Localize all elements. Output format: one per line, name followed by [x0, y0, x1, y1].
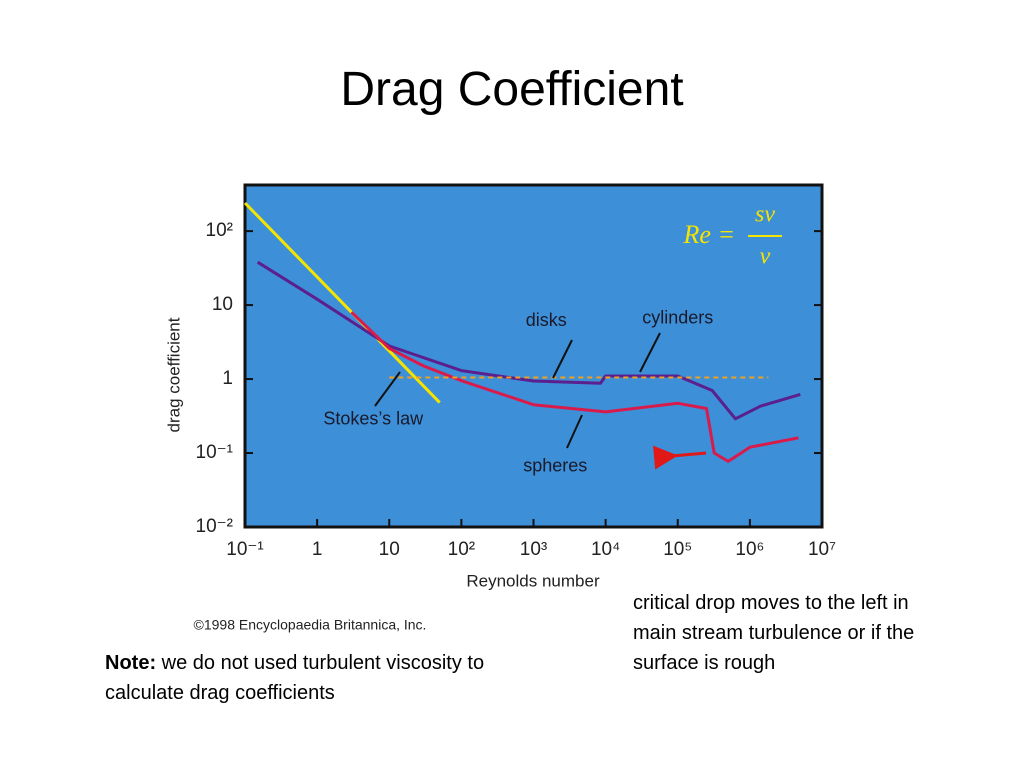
copyright: ©1998 Encyclopaedia Britannica, Inc. [194, 617, 427, 633]
annotation: cylinders [642, 308, 713, 328]
x-tick-label: 10⁴ [591, 539, 620, 560]
x-tick-label: 10⁶ [735, 539, 764, 560]
pointer [552, 339, 573, 379]
x-tick-label: 10⁵ [663, 539, 692, 560]
y-tick-label: 10⁻¹ [196, 442, 234, 463]
annotation: Stokes’s law [323, 409, 424, 429]
y-tick-label: 10 [212, 294, 233, 315]
note-text: we do not used turbulent viscosity to ca… [105, 652, 485, 704]
note: Note: we do not used turbulent viscosity… [105, 648, 525, 708]
slide-title: Drag Coefficient [340, 63, 684, 116]
y-tick-label: 10⁻² [196, 516, 234, 537]
x-tick-label: 10 [379, 539, 400, 560]
side-text: critical drop moves to the left in main … [633, 592, 915, 674]
pointer [566, 414, 583, 449]
x-tick-label: 10⁷ [808, 539, 836, 560]
pointer [639, 332, 661, 373]
critical-arrow [653, 445, 707, 470]
x-tick-label: 10² [448, 539, 475, 560]
series-line [350, 311, 799, 463]
y-tick-label: 10² [206, 220, 233, 241]
y-tick-label: 1 [222, 368, 233, 389]
note-label: Note: [105, 652, 157, 674]
x-tick-label: 1 [312, 539, 323, 560]
plot-area [243, 183, 824, 529]
formula-numerator: sv [755, 202, 775, 228]
formula-lhs: Re = [683, 220, 735, 249]
x-tick-label: 10³ [520, 539, 547, 560]
x-tick-label: 10⁻¹ [226, 539, 264, 560]
annotation: disks [526, 310, 567, 330]
annotation: spheres [523, 456, 587, 476]
x-axis-label: Reynolds number [466, 571, 600, 590]
pointer [374, 371, 401, 407]
series-line [243, 201, 441, 404]
formula-denominator: ν [760, 244, 771, 270]
y-axis-label: drag coefficient [164, 317, 183, 432]
